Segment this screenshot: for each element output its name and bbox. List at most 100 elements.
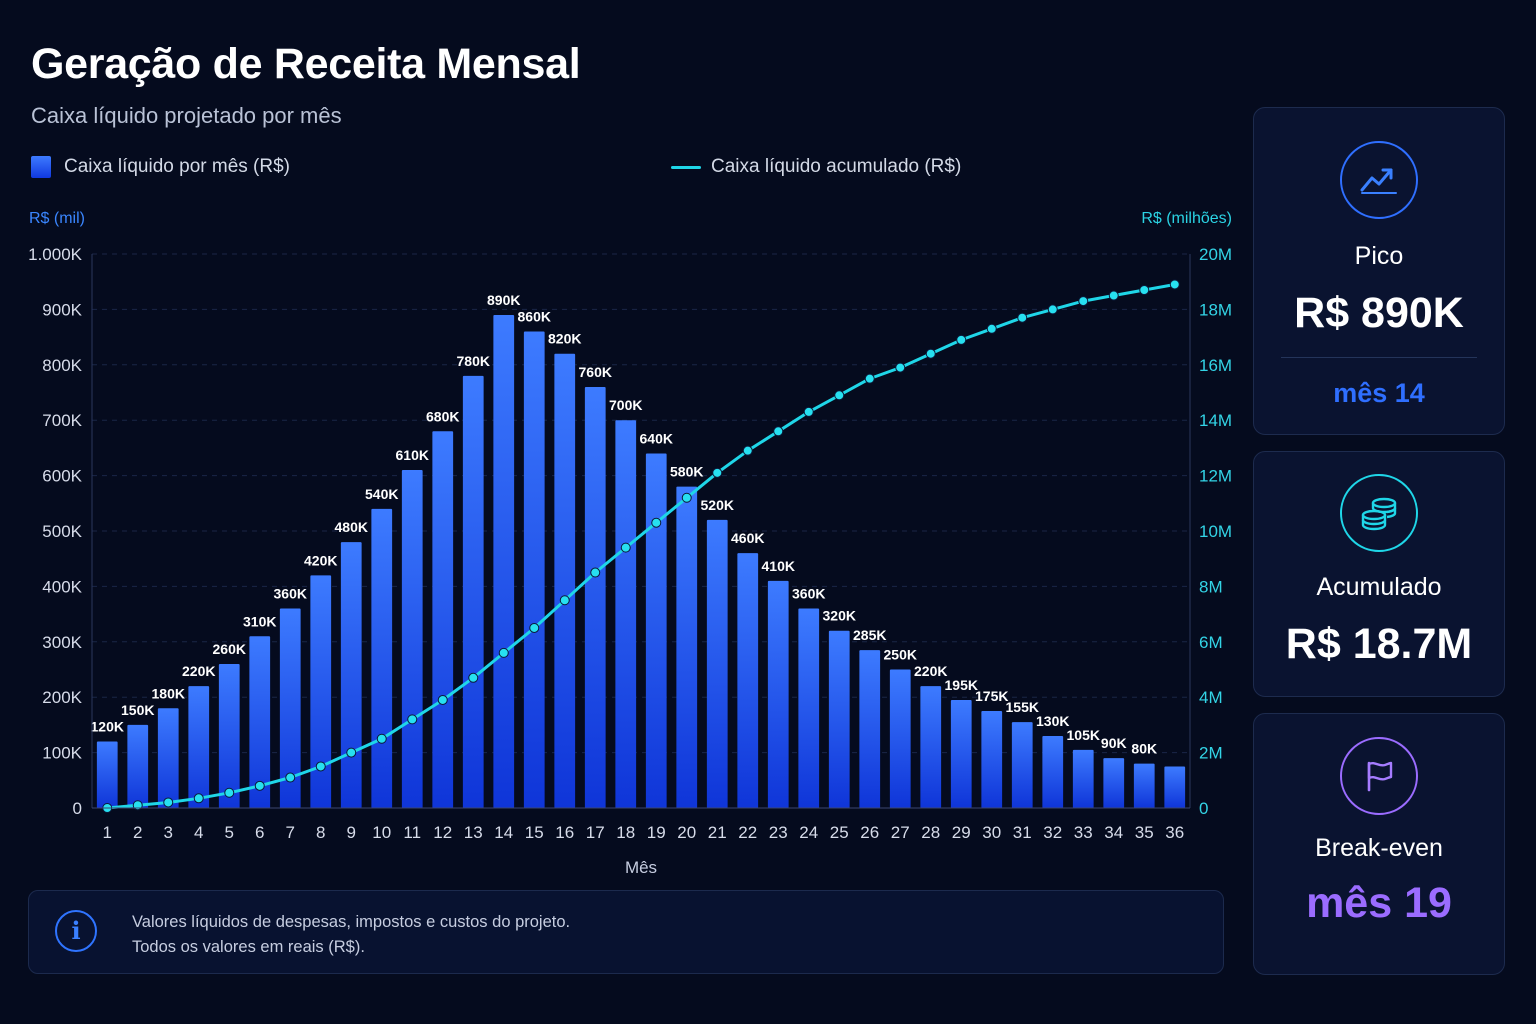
x-tick-label: 17 (586, 823, 605, 842)
bar (584, 386, 606, 808)
bar (798, 608, 820, 808)
bar-value-label: 410K (762, 558, 795, 574)
bar-value-label: 260K (213, 641, 246, 657)
y-tick-label: 700K (42, 411, 82, 430)
coins-icon (1340, 474, 1418, 552)
y-tick-label: 500K (42, 522, 82, 541)
line-point (956, 334, 967, 345)
x-tick-label: 14 (494, 823, 513, 842)
x-tick-label: 7 (286, 823, 295, 842)
x-tick-label: 12 (433, 823, 452, 842)
x-tick-label: 33 (1074, 823, 1093, 842)
line-point (712, 467, 723, 478)
bar (249, 636, 271, 808)
line-point (285, 772, 296, 783)
y-tick-label: 200K (42, 688, 82, 707)
bar-value-label: 640K (640, 430, 673, 446)
bar (188, 686, 210, 808)
bar-value-label: 320K (823, 608, 856, 624)
bar-value-label: 780K (457, 353, 490, 369)
line-point (1139, 285, 1150, 296)
bar-value-label: 155K (1006, 699, 1039, 715)
left-axis-unit: R$ (mil) (29, 210, 85, 227)
line-point (1078, 296, 1089, 307)
right-axis-unit: R$ (milhões) (1141, 210, 1232, 227)
bar-value-label: 195K (945, 677, 978, 693)
x-tick-label: 25 (830, 823, 849, 842)
bar-value-label: 890K (487, 292, 520, 308)
kpi-card-break-even: Break-even mês 19 (1253, 713, 1505, 975)
x-tick-label: 5 (225, 823, 234, 842)
bar (310, 575, 332, 808)
line-point (1108, 290, 1119, 301)
line-point (895, 362, 906, 373)
bar-value-label: 90K (1101, 735, 1127, 751)
bar-value-label: 250K (884, 647, 917, 663)
bar-value-label: 105K (1067, 727, 1100, 743)
bar-value-label: 360K (792, 586, 825, 602)
bar-value-label: 580K (670, 464, 703, 480)
bar (767, 580, 789, 808)
legend-line-label: Caixa líquido acumulado (R$) (711, 156, 962, 177)
cumulative-line (107, 283, 1176, 810)
revenue-chart: 120K150K180K220K260K310K360K420K480K540K… (28, 245, 1232, 877)
bar-value-label: 175K (975, 688, 1008, 704)
bar-value-label: 360K (274, 586, 307, 602)
y-tick-label: 800K (42, 356, 82, 375)
bar (493, 314, 515, 808)
x-tick-label: 27 (891, 823, 910, 842)
kpi-break-even-value: mês 19 (1306, 879, 1452, 927)
y2-tick-label: 18M (1199, 300, 1232, 319)
kpi-divider (1281, 357, 1477, 358)
y2-tick-label: 10M (1199, 522, 1232, 541)
bar-value-label: 220K (914, 663, 947, 679)
bar-value-label: 120K (91, 719, 124, 735)
bar (127, 724, 149, 808)
bar (462, 375, 484, 808)
line-point (346, 747, 357, 758)
y2-tick-label: 16M (1199, 356, 1232, 375)
bar (1133, 763, 1155, 808)
line-point (376, 733, 387, 744)
legend-line-swatch (671, 165, 701, 169)
line-point (529, 622, 540, 633)
y2-tick-label: 0 (1199, 799, 1208, 818)
y-tick-label: 0 (73, 799, 82, 818)
bar-value-label: 860K (518, 309, 551, 325)
bar-value-label: 310K (243, 613, 276, 629)
bar-value-label: 760K (579, 364, 612, 380)
x-tick-label: 35 (1135, 823, 1154, 842)
legend-bars-label: Caixa líquido por mês (R$) (64, 156, 290, 177)
bar (889, 669, 911, 808)
x-tick-label: 19 (647, 823, 666, 842)
kpi-peak-value: R$ 890K (1294, 289, 1464, 337)
x-tick-label: 20 (677, 823, 696, 842)
line-point (773, 426, 784, 437)
x-tick-label: 4 (194, 823, 203, 842)
line-point (1017, 312, 1028, 323)
bar (706, 519, 728, 808)
bar-value-label: 180K (152, 685, 185, 701)
bar (96, 741, 118, 808)
bar (950, 699, 972, 808)
kpi-break-even-label: Break-even (1315, 834, 1443, 862)
x-tick-label: 32 (1043, 823, 1062, 842)
y-tick-label: 600K (42, 467, 82, 486)
x-tick-label: 13 (464, 823, 483, 842)
line-point (437, 694, 448, 705)
kpi-peak-label: Pico (1354, 242, 1404, 270)
bar-value-label: 285K (853, 627, 886, 643)
bar (371, 508, 393, 808)
kpi-card-peak: Pico R$ 890K mês 14 (1253, 107, 1505, 435)
y2-tick-label: 14M (1199, 411, 1232, 430)
line-point (590, 567, 601, 578)
x-tick-label: 9 (347, 823, 356, 842)
x-tick-label: 29 (952, 823, 971, 842)
kpi-accumulated-label: Acumulado (1316, 573, 1442, 601)
page-title: Geração de Receita Mensal (31, 40, 581, 88)
x-tick-label: 2 (133, 823, 142, 842)
line-point (132, 800, 143, 811)
x-tick-label: 6 (255, 823, 264, 842)
x-tick-label: 34 (1104, 823, 1123, 842)
bar-value-label: 820K (548, 331, 581, 347)
